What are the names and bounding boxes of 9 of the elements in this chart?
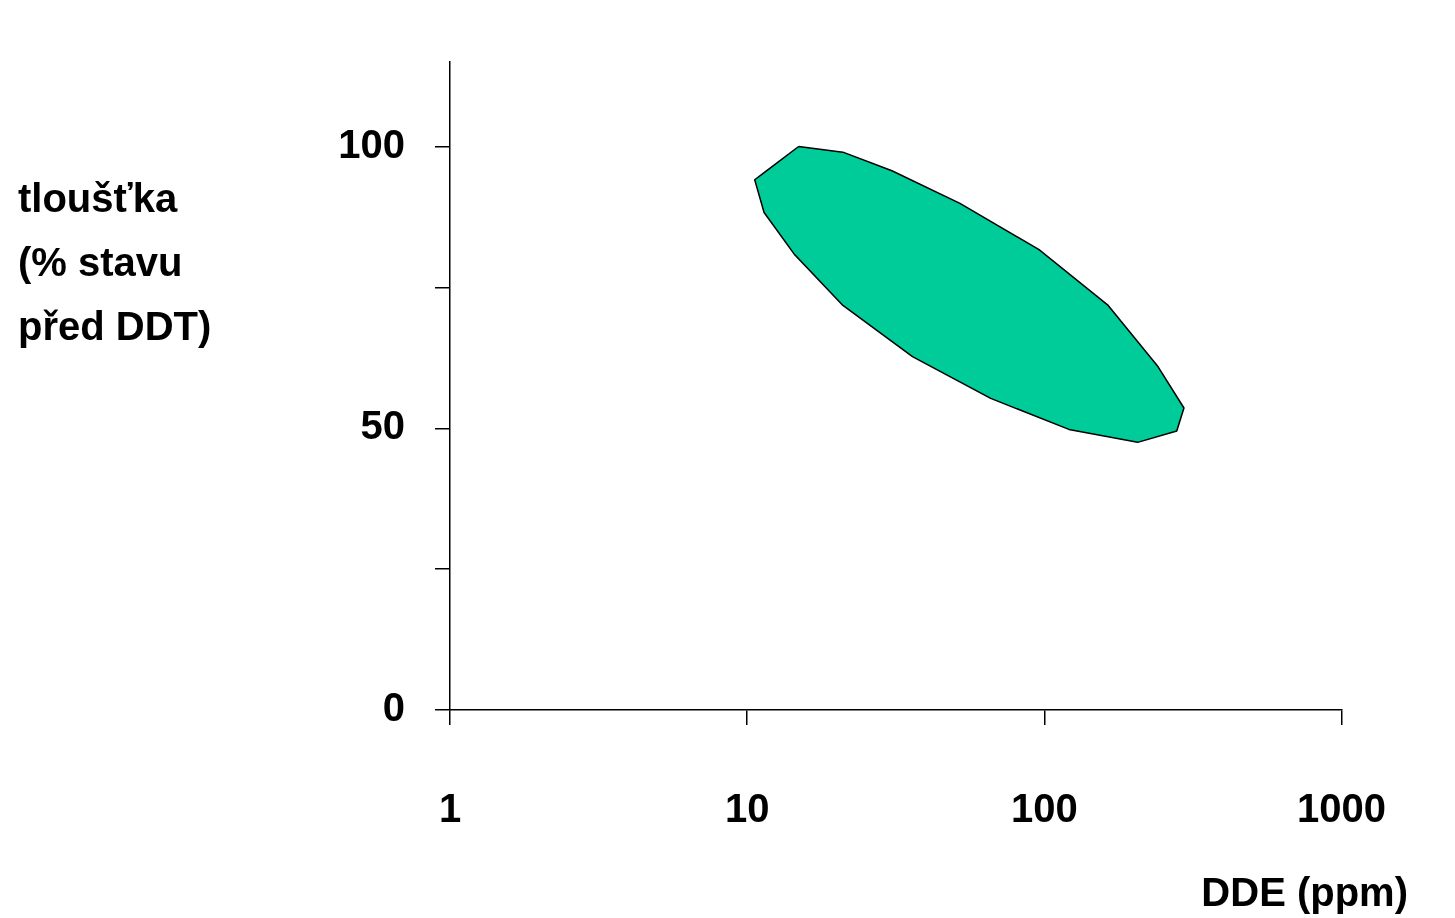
x-tick-label: 10 (724, 786, 770, 831)
y-tick-label: 50 (360, 403, 405, 448)
x-tick-label: 100 (1010, 786, 1078, 831)
y-axis-title: tloušťka (% stavu před DDT) (18, 175, 212, 350)
x-tick-label: 1 (438, 786, 462, 831)
y-tick-label: 100 (338, 121, 405, 166)
x-tick-label: 1000 (1297, 786, 1386, 831)
y-tick-label: 0 (382, 685, 405, 730)
x-axis-title: DDE (ppm) (1201, 870, 1408, 915)
